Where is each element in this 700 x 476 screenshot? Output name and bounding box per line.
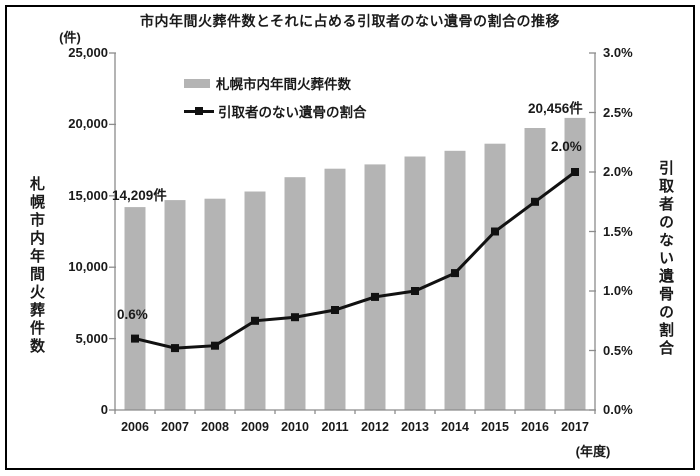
right-axis-tick-label: 1.5% xyxy=(603,223,633,239)
bar-2013 xyxy=(404,156,426,410)
bar-2015 xyxy=(484,143,506,410)
x-axis-label-2014: 2014 xyxy=(441,420,469,434)
ratio-line-marker-2010 xyxy=(291,313,299,322)
right-axis-tick-label: 0.0% xyxy=(603,402,633,417)
legend: 札幌市内年間火葬件数 引取者のない遺骨の割合 xyxy=(184,74,367,130)
x-axis-label-2016: 2016 xyxy=(521,420,549,434)
left-axis-tick-label: 0 xyxy=(100,402,108,417)
legend-label-ratio: 引取者のない遺骨の割合 xyxy=(218,105,367,120)
left-axis-unit-label: (件) xyxy=(59,30,81,45)
ratio-line-marker-2011 xyxy=(331,306,339,314)
right-axis-tick-label: 3.0% xyxy=(603,45,633,60)
left-axis-tick-label: 25,000 xyxy=(68,45,108,60)
bar-2006 xyxy=(124,207,146,410)
left-axis-tick-label: 5,000 xyxy=(75,330,108,346)
x-axis-label-2006: 2006 xyxy=(121,420,149,434)
legend-item-ratio: 引取者のない遺骨の割合 xyxy=(184,102,367,120)
left-axis-tick-label: 20,000 xyxy=(68,116,108,132)
annotation-first-bar-value: 14,209件 xyxy=(112,188,167,203)
ratio-line xyxy=(134,170,576,350)
right-axis-tick-label: 2.5% xyxy=(603,104,633,120)
right-axis-tick-label: 0.5% xyxy=(603,342,633,358)
ratio-line-marker-2008 xyxy=(211,341,219,350)
bar-2008 xyxy=(204,198,226,410)
left-axis-tick-label: 10,000 xyxy=(68,259,108,275)
x-axis-label-2017: 2017 xyxy=(561,420,589,434)
bar-2007 xyxy=(164,200,186,410)
ratio-line-marker-2013 xyxy=(411,287,419,295)
x-axis-label-2012: 2012 xyxy=(361,420,389,434)
bar-2016 xyxy=(524,128,546,410)
x-axis-label-2008: 2008 xyxy=(201,420,229,434)
left-axis-tick-label: 15,000 xyxy=(68,187,108,203)
legend-item-cremations: 札幌市内年間火葬件数 xyxy=(184,74,367,92)
bar-swatch-icon xyxy=(184,78,210,88)
x-axis-label-2011: 2011 xyxy=(321,420,349,434)
ratio-line-marker-2015 xyxy=(491,227,499,236)
x-axis-unit-label: (年度) xyxy=(575,444,611,459)
bar-2010 xyxy=(284,177,306,410)
chart-title: 市内年間火葬件数とそれに占める引取者のない遺骨の割合の推移 xyxy=(139,13,561,29)
right-axis-title: 引取者のない遺骨の割合 xyxy=(657,160,674,358)
ratio-line-marker-2014 xyxy=(451,269,459,278)
x-axis-label-2010: 2010 xyxy=(281,420,309,434)
line-square-swatch-icon xyxy=(184,106,214,116)
x-axis-label-2013: 2013 xyxy=(401,420,429,434)
ratio-line-marker-2007 xyxy=(171,344,179,353)
x-axis-label-2009: 2009 xyxy=(241,420,269,434)
bar-2017 xyxy=(564,117,586,411)
ratio-line-marker-2006 xyxy=(131,334,139,343)
annotation-last-line-value: 2.0% xyxy=(551,139,582,154)
right-axis-tick-label: 2.0% xyxy=(603,164,633,179)
annotation-first-line-value: 0.6% xyxy=(117,307,148,322)
ratio-line-marker-2009 xyxy=(251,316,259,325)
ratio-line-marker-2012 xyxy=(371,292,379,301)
legend-label-cremations: 札幌市内年間火葬件数 xyxy=(216,77,351,92)
bar-2014 xyxy=(444,150,466,411)
ratio-line-marker-2017 xyxy=(571,168,579,176)
x-axis-label-2007: 2007 xyxy=(161,420,189,434)
bar-2012 xyxy=(364,164,386,410)
annotation-last-bar-value: 20,456件 xyxy=(528,101,583,116)
x-axis-label-2015: 2015 xyxy=(481,420,509,434)
bar-2011 xyxy=(324,168,346,410)
left-axis-title: 札幌市内年間火葬件数 xyxy=(28,176,45,356)
ratio-line-marker-2016 xyxy=(531,197,539,206)
right-axis-tick-label: 1.0% xyxy=(603,283,633,298)
bar-2009 xyxy=(244,191,266,410)
